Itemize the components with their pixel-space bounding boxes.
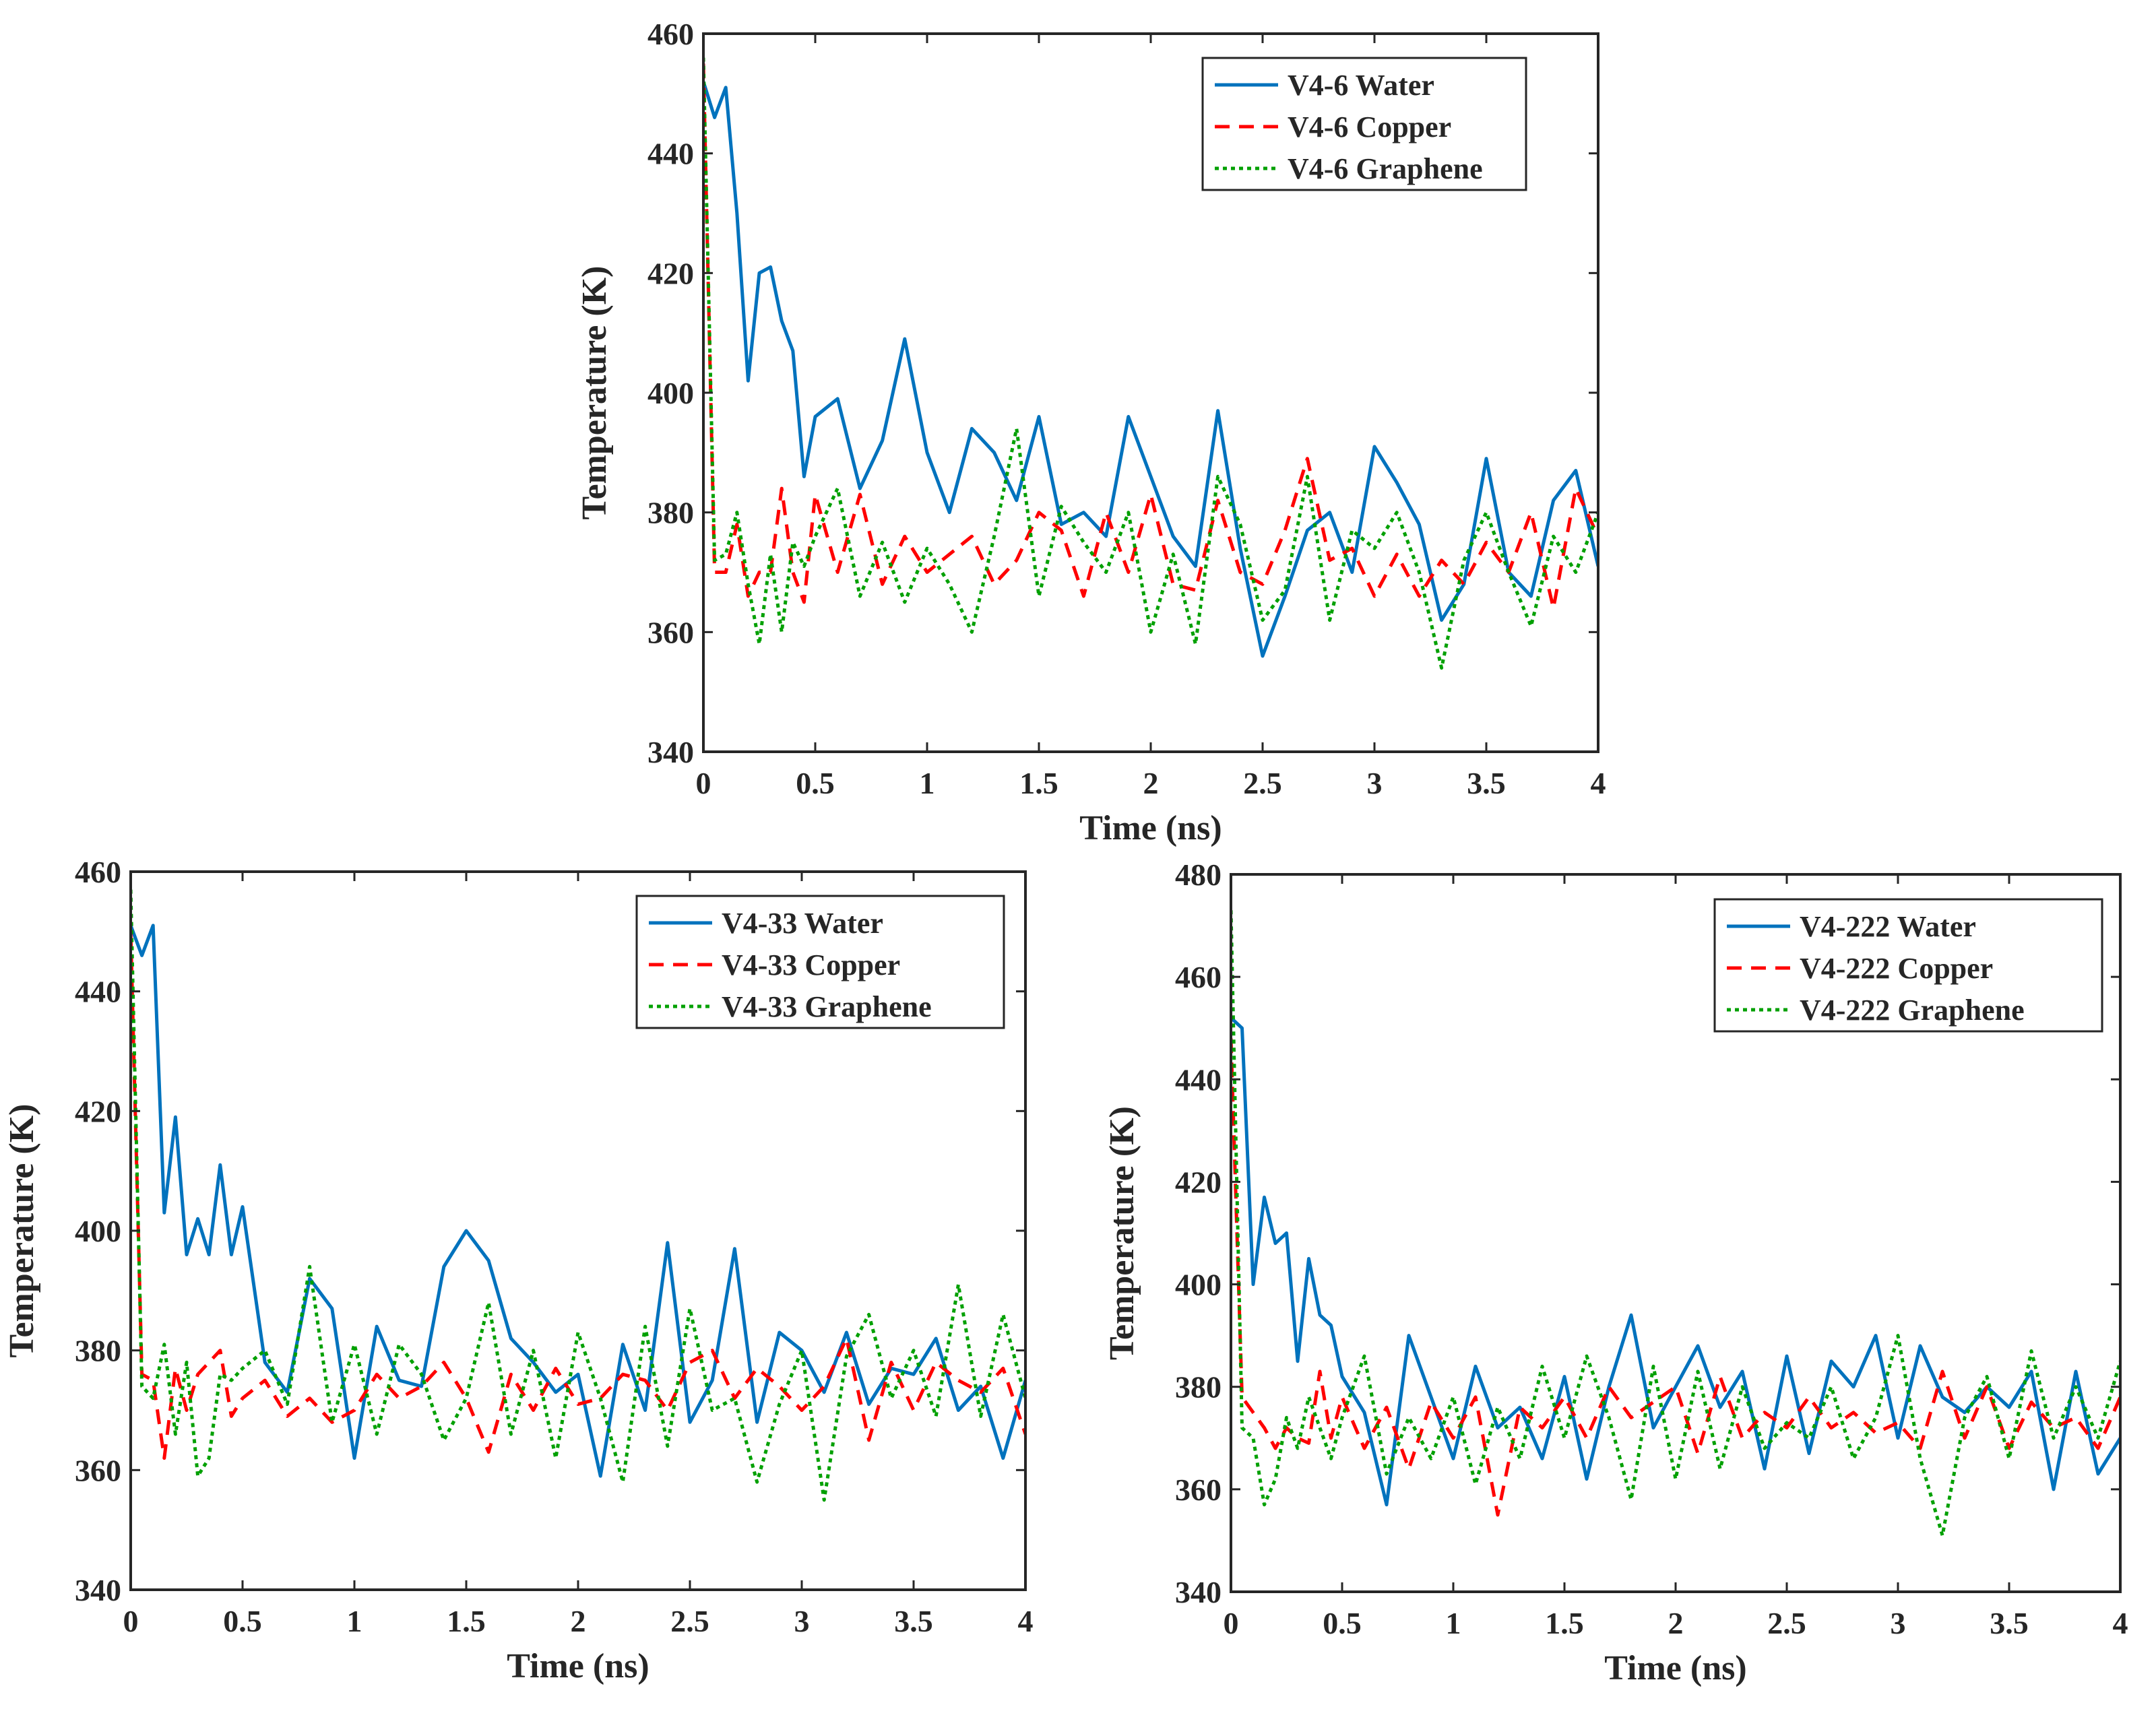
bottom-left-x-tick-label: 2.5	[670, 1604, 709, 1638]
top-legend-label-graphene: V4-6 Graphene	[1288, 152, 1483, 185]
bottom-left-legend-label-graphene: V4-33 Graphene	[722, 990, 932, 1023]
top-series-group	[703, 57, 1598, 670]
top-legend: V4-6 Water V4-6 Copper V4-6 Graphene	[1201, 57, 1527, 191]
bottom-right-series-group	[1231, 910, 2120, 1537]
top-series-graphene-line	[703, 57, 1598, 670]
bottom-left-series-graphene-line	[131, 889, 1025, 1502]
bottom-right-legend: V4-222 Water V4-222 Copper V4-222 Graphene	[1713, 898, 2103, 1033]
top-x-tick-label: 1	[920, 766, 935, 800]
bottom-right-y-tick-label: 360	[1175, 1473, 1222, 1507]
bottom-left-series-water-line	[131, 924, 1025, 1478]
bottom-right-series-water-line	[1231, 1017, 2120, 1507]
chart-panel-bottom-right: 0 0.5 1 1.5 2 2.5 3 3.5 4 340 360 380 400 420 440 460 48…	[1103, 858, 2128, 1687]
bottom-right-x-tick-label: 2	[1668, 1606, 1684, 1640]
bottom-right-series-graphene-line	[1231, 910, 2120, 1537]
bottom-right-legend-label-graphene: V4-222 Graphene	[1800, 994, 2025, 1027]
bottom-left-x-tick-label: 0.5	[223, 1604, 262, 1638]
bottom-right-legend-label-copper: V4-222 Copper	[1800, 952, 1993, 985]
top-series-copper-line	[703, 63, 1598, 610]
bottom-left-series-copper-line	[131, 931, 1025, 1460]
top-x-tick-label: 2	[1143, 766, 1159, 800]
top-y-tick-label: 420	[647, 256, 694, 290]
bottom-left-x-tick-label: 3.5	[894, 1604, 933, 1638]
bottom-right-x-tick-label: 1.5	[1545, 1606, 1584, 1640]
bottom-right-legend-label-water: V4-222 Water	[1800, 910, 1976, 943]
bottom-right-y-tick-label: 400	[1175, 1268, 1222, 1302]
bottom-left-x-tick-label: 2	[571, 1604, 586, 1638]
bottom-right-x-axis-label: Time (ns)	[1604, 1649, 1746, 1687]
bottom-right-x-tick-label: 3.5	[1990, 1606, 2029, 1640]
bottom-right-y-tick-label: 460	[1175, 960, 1222, 994]
top-x-tick-label: 2.5	[1243, 766, 1282, 800]
top-x-axis-label: Time (ns)	[1079, 809, 1222, 847]
top-x-tick-label: 0.5	[796, 766, 835, 800]
bottom-right-x-tick-label: 0	[1224, 1606, 1239, 1640]
bottom-right-y-tick-label: 340	[1175, 1575, 1222, 1609]
bottom-left-y-tick-label: 380	[75, 1334, 121, 1368]
top-series-water-line	[703, 81, 1598, 658]
bottom-left-y-tick-label: 340	[75, 1573, 121, 1607]
bottom-left-y-tick-label: 400	[75, 1214, 121, 1248]
bottom-left-legend-label-water: V4-33 Water	[722, 907, 883, 940]
top-y-tick-label: 400	[647, 376, 694, 410]
top-x-tick-label: 1.5	[1019, 766, 1058, 800]
bottom-right-x-tick-label: 0.5	[1323, 1606, 1362, 1640]
top-y-tick-label: 440	[647, 137, 694, 171]
top-x-tick-label: 3.5	[1467, 766, 1506, 800]
bottom-right-x-tick-label: 1	[1446, 1606, 1461, 1640]
bottom-right-legend-box	[1713, 898, 2103, 1033]
bottom-left-x-axis-label: Time (ns)	[507, 1647, 649, 1685]
chart-panel-bottom-left: 0 0.5 1 1.5 2 2.5 3 3.5 4 340 360 380 400 420 440 460 Ti…	[3, 855, 1034, 1685]
top-y-tick-label: 460	[647, 17, 694, 51]
bottom-right-x-tick-label: 4	[2113, 1606, 2128, 1640]
bottom-right-y-tick-label: 420	[1175, 1165, 1222, 1199]
top-legend-label-copper: V4-6 Copper	[1288, 110, 1451, 143]
top-y-tick-label: 360	[647, 615, 694, 649]
bottom-right-y-tick-label: 480	[1175, 858, 1222, 892]
bottom-left-x-tick-label: 3	[794, 1604, 810, 1638]
bottom-right-x-tick-label: 2.5	[1767, 1606, 1806, 1640]
bottom-left-series-group	[131, 889, 1025, 1502]
bottom-right-x-tick-label: 3	[1891, 1606, 1906, 1640]
bottom-left-legend: V4-33 Water V4-33 Copper V4-33 Graphene	[635, 895, 1005, 1029]
bottom-left-x-tick-label: 1.5	[447, 1604, 486, 1638]
top-x-tick-label: 4	[1591, 766, 1606, 800]
bottom-left-y-axis-label: Temperature (K)	[3, 1104, 41, 1358]
bottom-left-legend-label-copper: V4-33 Copper	[722, 948, 900, 981]
bottom-right-y-tick-label: 440	[1175, 1062, 1222, 1097]
bottom-right-y-axis-label: Temperature (K)	[1103, 1106, 1141, 1360]
top-x-tick-label: 0	[696, 766, 711, 800]
top-y-axis-label: Temperature (K)	[575, 266, 614, 520]
chart-panel-top: 0 0.5 1 1.5 2 2.5 3 3.5 4 340 360 380 400 420 440 460 Ti…	[575, 17, 1606, 847]
top-y-tick-label: 380	[647, 496, 694, 530]
bottom-left-x-tick-label: 4	[1018, 1604, 1034, 1638]
top-legend-label-water: V4-6 Water	[1288, 69, 1434, 102]
bottom-left-y-tick-label: 460	[75, 855, 121, 889]
top-x-tick-label: 3	[1367, 766, 1383, 800]
bottom-left-y-tick-label: 360	[75, 1453, 121, 1487]
bottom-left-legend-box	[635, 895, 1005, 1029]
bottom-left-x-tick-label: 1	[347, 1604, 362, 1638]
top-y-tick-label: 340	[647, 735, 694, 769]
bottom-left-y-tick-label: 440	[75, 975, 121, 1009]
bottom-right-y-tick-label: 380	[1175, 1370, 1222, 1405]
bottom-left-x-tick-label: 0	[123, 1604, 139, 1638]
bottom-left-y-tick-label: 420	[75, 1094, 121, 1128]
